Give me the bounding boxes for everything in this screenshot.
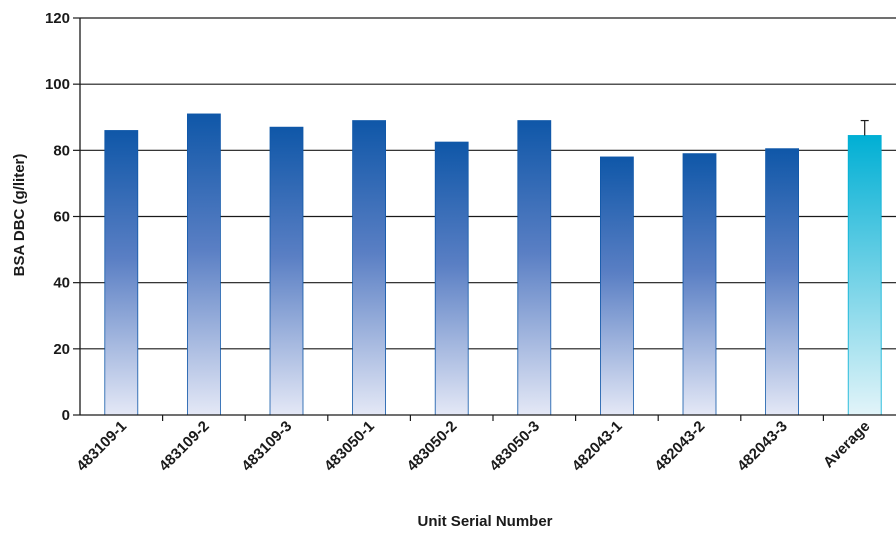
x-tick-label: 483109-1 (73, 418, 130, 475)
bar-482043-1 (600, 156, 634, 416)
y-tick-label: 80 (53, 142, 70, 159)
x-tick-label: 483109-3 (238, 418, 295, 475)
x-tick-label: 483050-3 (486, 418, 543, 475)
x-tick-label: 483050-1 (321, 418, 378, 475)
x-axis-title: Unit Serial Number (417, 513, 552, 530)
x-tick-label: 482043-3 (734, 418, 791, 475)
bar-average (847, 135, 882, 416)
bar-482043-2 (682, 153, 717, 416)
x-tick-label: 482043-1 (569, 418, 626, 475)
bar-483050-2 (434, 141, 469, 416)
y-axis-title: BSA DBC (g/liter) (11, 154, 28, 277)
bar-482043-3 (765, 148, 799, 416)
y-tick-label: 0 (62, 407, 70, 424)
x-tick-label: Average (820, 418, 873, 471)
bar-483050-3 (517, 120, 552, 416)
y-tick-label: 60 (53, 209, 70, 226)
y-tick-label: 120 (45, 10, 70, 27)
bar-483050-1 (352, 120, 387, 416)
y-tick-label: 20 (53, 341, 70, 358)
y-tick-label: 40 (53, 275, 70, 292)
y-tick-label: 100 (45, 76, 70, 93)
bar-483109-1 (104, 130, 139, 416)
x-tick-label: 483050-2 (404, 418, 461, 475)
bar-483109-2 (186, 113, 221, 416)
bar-483109-3 (269, 126, 304, 416)
x-tick-label: 482043-2 (651, 418, 708, 475)
bars (104, 113, 882, 416)
axes (73, 17, 896, 421)
x-tick-label: 483109-2 (156, 418, 213, 475)
